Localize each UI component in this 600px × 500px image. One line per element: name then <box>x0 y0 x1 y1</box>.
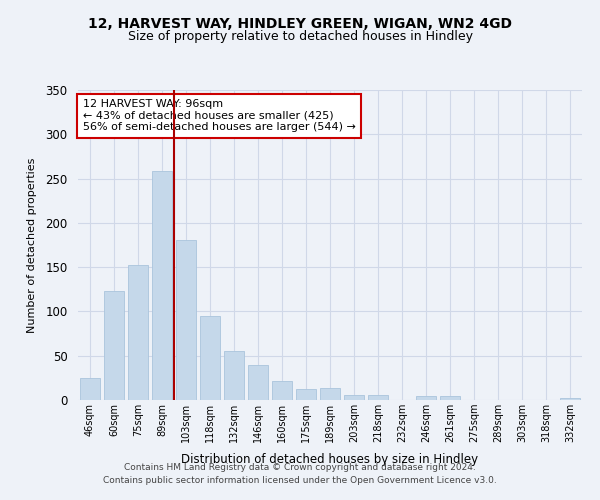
Bar <box>248 364 268 400</box>
Bar <box>80 378 100 400</box>
Bar <box>152 172 172 400</box>
X-axis label: Distribution of detached houses by size in Hindley: Distribution of detached houses by size … <box>181 454 479 466</box>
Bar <box>368 394 388 400</box>
Text: Size of property relative to detached houses in Hindley: Size of property relative to detached ho… <box>128 30 473 43</box>
Bar <box>440 396 460 400</box>
Bar <box>128 266 148 400</box>
Y-axis label: Number of detached properties: Number of detached properties <box>27 158 37 332</box>
Bar <box>416 396 436 400</box>
Bar <box>296 390 316 400</box>
Bar <box>560 398 580 400</box>
Bar <box>224 352 244 400</box>
Text: Contains HM Land Registry data © Crown copyright and database right 2024.: Contains HM Land Registry data © Crown c… <box>124 464 476 472</box>
Bar <box>104 291 124 400</box>
Text: Contains public sector information licensed under the Open Government Licence v3: Contains public sector information licen… <box>103 476 497 485</box>
Text: 12 HARVEST WAY: 96sqm
← 43% of detached houses are smaller (425)
56% of semi-det: 12 HARVEST WAY: 96sqm ← 43% of detached … <box>83 100 356 132</box>
Bar <box>272 380 292 400</box>
Bar <box>200 316 220 400</box>
Text: 12, HARVEST WAY, HINDLEY GREEN, WIGAN, WN2 4GD: 12, HARVEST WAY, HINDLEY GREEN, WIGAN, W… <box>88 18 512 32</box>
Bar <box>320 388 340 400</box>
Bar <box>344 394 364 400</box>
Bar <box>176 240 196 400</box>
